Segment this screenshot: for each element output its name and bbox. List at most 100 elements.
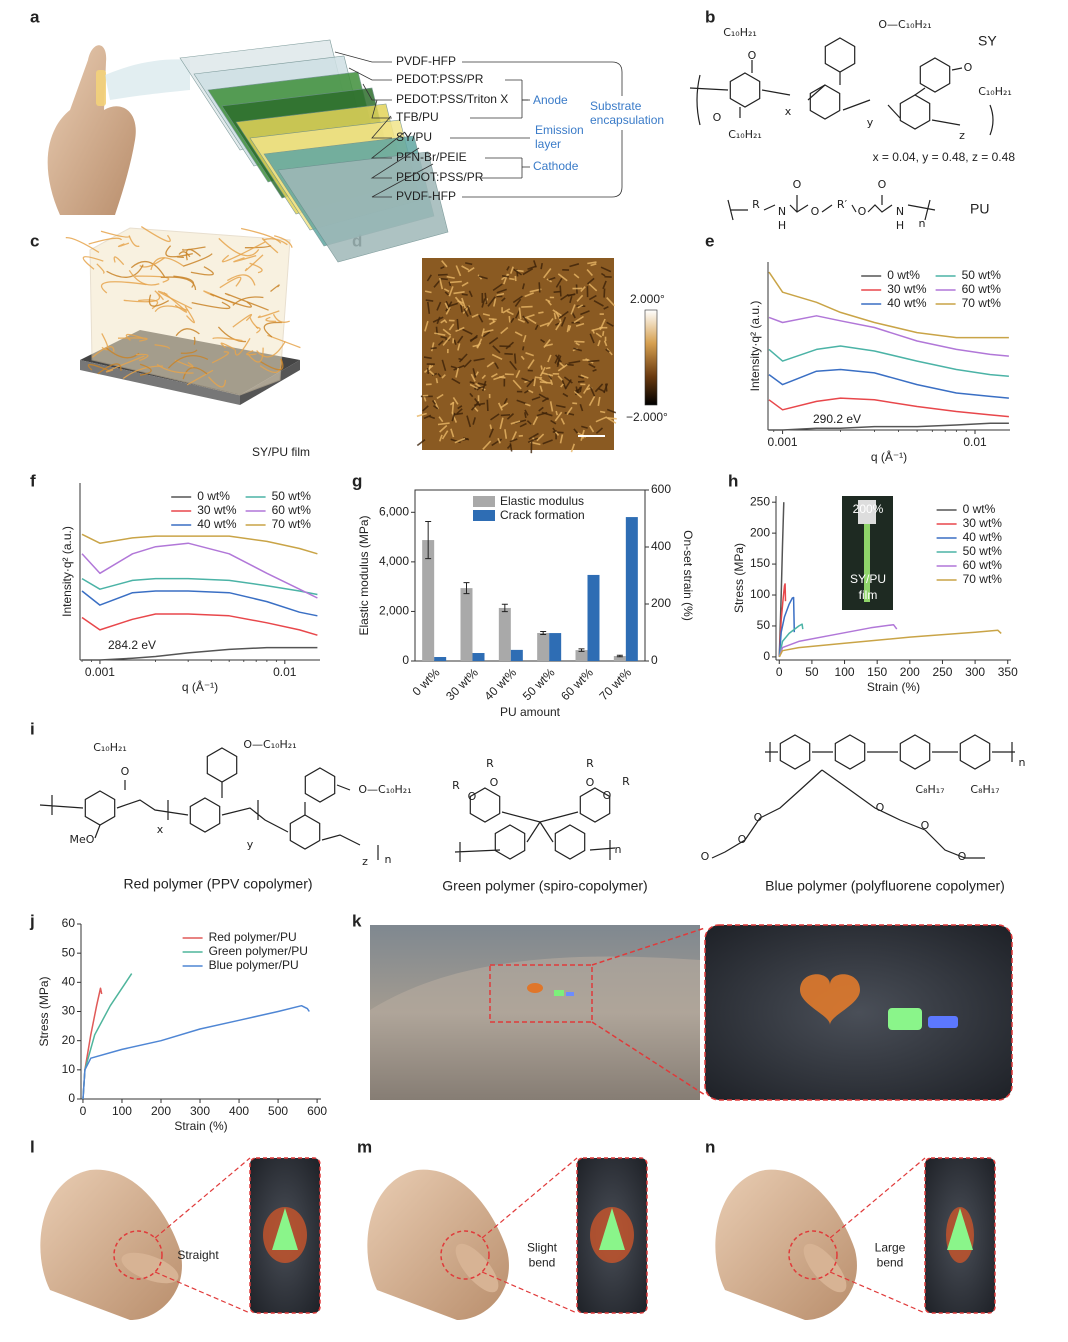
afm-texture [528, 389, 534, 394]
afm-texture [436, 301, 442, 311]
zoom-box [489, 964, 593, 1023]
afm-texture [603, 305, 609, 310]
fiber [154, 344, 171, 350]
afm-texture [424, 320, 429, 332]
atom-label: O [811, 205, 820, 218]
polymer-bonds [454, 811, 616, 862]
leader-line [371, 115, 392, 139]
afm-texture [438, 416, 444, 423]
afm-texture [483, 329, 494, 334]
fiber [178, 251, 191, 258]
legend-label: 0 wt% [197, 489, 230, 503]
stroke [154, 1271, 251, 1314]
series-line [768, 397, 1009, 418]
legend-label: 70 wt% [962, 296, 1002, 310]
fiber [267, 334, 301, 349]
fiber [219, 276, 242, 289]
afm-texture [541, 372, 554, 377]
series-line [82, 1004, 310, 1100]
panel-label: h [728, 471, 738, 490]
fiber [187, 369, 214, 386]
y-tick-label: 2,000 [379, 604, 409, 618]
legend-label: Red polymer/PU [209, 930, 297, 944]
afm-texture [455, 265, 462, 277]
ring [899, 94, 931, 130]
afm-texture [487, 296, 496, 307]
y-tick-label: 0 [763, 649, 770, 663]
afm-texture [493, 298, 497, 307]
ring [304, 767, 336, 803]
afm-texture [506, 310, 514, 316]
afm-texture [606, 297, 615, 307]
afm-texture [521, 377, 531, 383]
x-tick-label: 300 [965, 665, 985, 679]
afm-texture [568, 325, 572, 331]
fiber [234, 337, 251, 356]
atom-label: z [959, 129, 965, 142]
afm-texture [557, 375, 563, 381]
stroke [481, 1271, 578, 1314]
afm-texture [499, 376, 506, 379]
afm-texture [506, 444, 512, 449]
x-tick-label: 0.01 [963, 435, 987, 449]
afm-texture [510, 420, 521, 425]
stroke [591, 1021, 706, 1096]
afm-texture [428, 370, 435, 376]
afm-texture [460, 304, 463, 313]
afm-texture [438, 434, 443, 442]
legend-label: 0 wt% [963, 502, 996, 516]
legend-label: Blue polymer/PU [209, 958, 299, 972]
afm-texture [526, 378, 535, 388]
layer-label: PEDOT:PSS/Triton X [396, 92, 508, 106]
afm-texture [603, 288, 606, 298]
fiber [217, 326, 247, 343]
afm-texture [431, 399, 437, 405]
bar [422, 540, 435, 661]
fiber [247, 347, 264, 363]
annotation: 290.2 eV [813, 412, 861, 426]
structure-caption: Blue polymer (polyfluorene copolymer) [765, 878, 1005, 894]
stroke [951, 67, 963, 71]
afm-texture [550, 419, 557, 425]
legend-label: 40 wt% [197, 517, 237, 531]
atom-label: R [752, 198, 760, 211]
legend-label: 50 wt% [272, 489, 312, 503]
afm-texture [540, 262, 543, 270]
afm-texture [469, 381, 475, 385]
afm-texture [527, 437, 539, 444]
emission-blue [928, 1016, 958, 1028]
afm-texture [437, 340, 444, 346]
afm-texture [506, 266, 510, 271]
afm-texture [443, 319, 448, 324]
afm-texture [441, 260, 448, 268]
afm-texture [536, 433, 545, 442]
series-line [768, 345, 1009, 377]
afm-texture [504, 429, 508, 439]
afm-texture [526, 317, 537, 325]
color-bar-label: 2.000° [630, 292, 665, 306]
afm-texture [517, 318, 526, 323]
afm-texture [440, 335, 447, 339]
x-tick-label: 600 [307, 1104, 327, 1118]
atom-label: O [754, 811, 763, 824]
ring [809, 84, 841, 120]
group-label: Cathode [533, 159, 579, 173]
afm-texture [602, 280, 607, 290]
afm-texture [576, 294, 584, 302]
legend-label: 50 wt% [962, 268, 1002, 282]
legend-label: Green polymer/PU [209, 944, 308, 958]
afm-texture [533, 378, 537, 387]
x-tick-label: 0.01 [273, 665, 297, 679]
afm-texture [469, 383, 480, 390]
fiber [167, 354, 209, 369]
atom-label: O [878, 178, 887, 191]
device-layer [277, 151, 449, 263]
afm-texture [559, 434, 564, 444]
afm-texture [461, 297, 467, 309]
afm-texture [569, 295, 573, 304]
zoom-photo [704, 924, 1013, 1101]
atom-label: N [778, 205, 786, 218]
y-tick-label: 0 [402, 653, 409, 667]
legend-label: 50 wt% [963, 544, 1003, 558]
legend-label: 70 wt% [963, 572, 1003, 586]
